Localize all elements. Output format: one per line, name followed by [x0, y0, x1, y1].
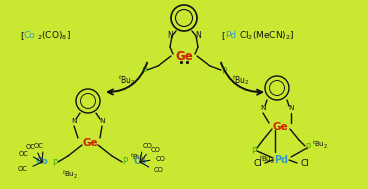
Text: $^t$Bu$_2$: $^t$Bu$_2$ — [130, 152, 146, 164]
Text: P: P — [52, 160, 57, 169]
Text: Ge: Ge — [272, 122, 288, 132]
Text: Co: Co — [134, 157, 146, 167]
Text: N: N — [260, 105, 266, 111]
Text: Co: Co — [24, 32, 36, 40]
Text: CO: CO — [156, 156, 166, 162]
Text: P: P — [251, 146, 256, 156]
Text: $^t$Bu$_2$: $^t$Bu$_2$ — [62, 169, 78, 181]
Text: CO: CO — [143, 143, 153, 149]
Text: N: N — [99, 118, 105, 124]
Text: Pd: Pd — [225, 32, 236, 40]
Text: P: P — [305, 143, 311, 153]
Text: Cl: Cl — [254, 159, 262, 167]
Text: $_2$(CO)$_8$]: $_2$(CO)$_8$] — [37, 30, 71, 42]
Text: Cl$_2$(MeCN)$_2$]: Cl$_2$(MeCN)$_2$] — [239, 30, 294, 42]
Text: N: N — [71, 118, 77, 124]
FancyArrowPatch shape — [221, 63, 262, 95]
Text: CO: CO — [150, 147, 160, 153]
Text: N: N — [195, 30, 201, 40]
Text: OC: OC — [25, 145, 35, 150]
Text: OC: OC — [18, 166, 28, 172]
FancyArrowPatch shape — [108, 63, 147, 94]
Text: Cl: Cl — [301, 159, 309, 167]
Text: $^t$Bu$_2$: $^t$Bu$_2$ — [259, 154, 275, 166]
Text: [: [ — [221, 32, 224, 40]
Text: $^t$Bu$_2$: $^t$Bu$_2$ — [232, 73, 250, 87]
Text: $^t$Bu$_2$: $^t$Bu$_2$ — [312, 139, 328, 151]
Text: OC: OC — [33, 143, 43, 149]
Text: Co: Co — [36, 157, 48, 167]
Text: OC: OC — [18, 151, 28, 157]
Text: N: N — [167, 30, 173, 40]
Text: N: N — [288, 105, 294, 111]
Text: Pd: Pd — [274, 155, 288, 165]
Text: P: P — [123, 157, 128, 167]
Text: P: P — [141, 67, 147, 77]
Text: $^t$Bu$_2$: $^t$Bu$_2$ — [118, 73, 136, 87]
Text: Ge: Ge — [175, 50, 193, 63]
Text: Ge: Ge — [82, 138, 98, 148]
Text: [: [ — [20, 32, 24, 40]
Text: P: P — [221, 67, 227, 77]
Text: CO: CO — [154, 167, 164, 173]
